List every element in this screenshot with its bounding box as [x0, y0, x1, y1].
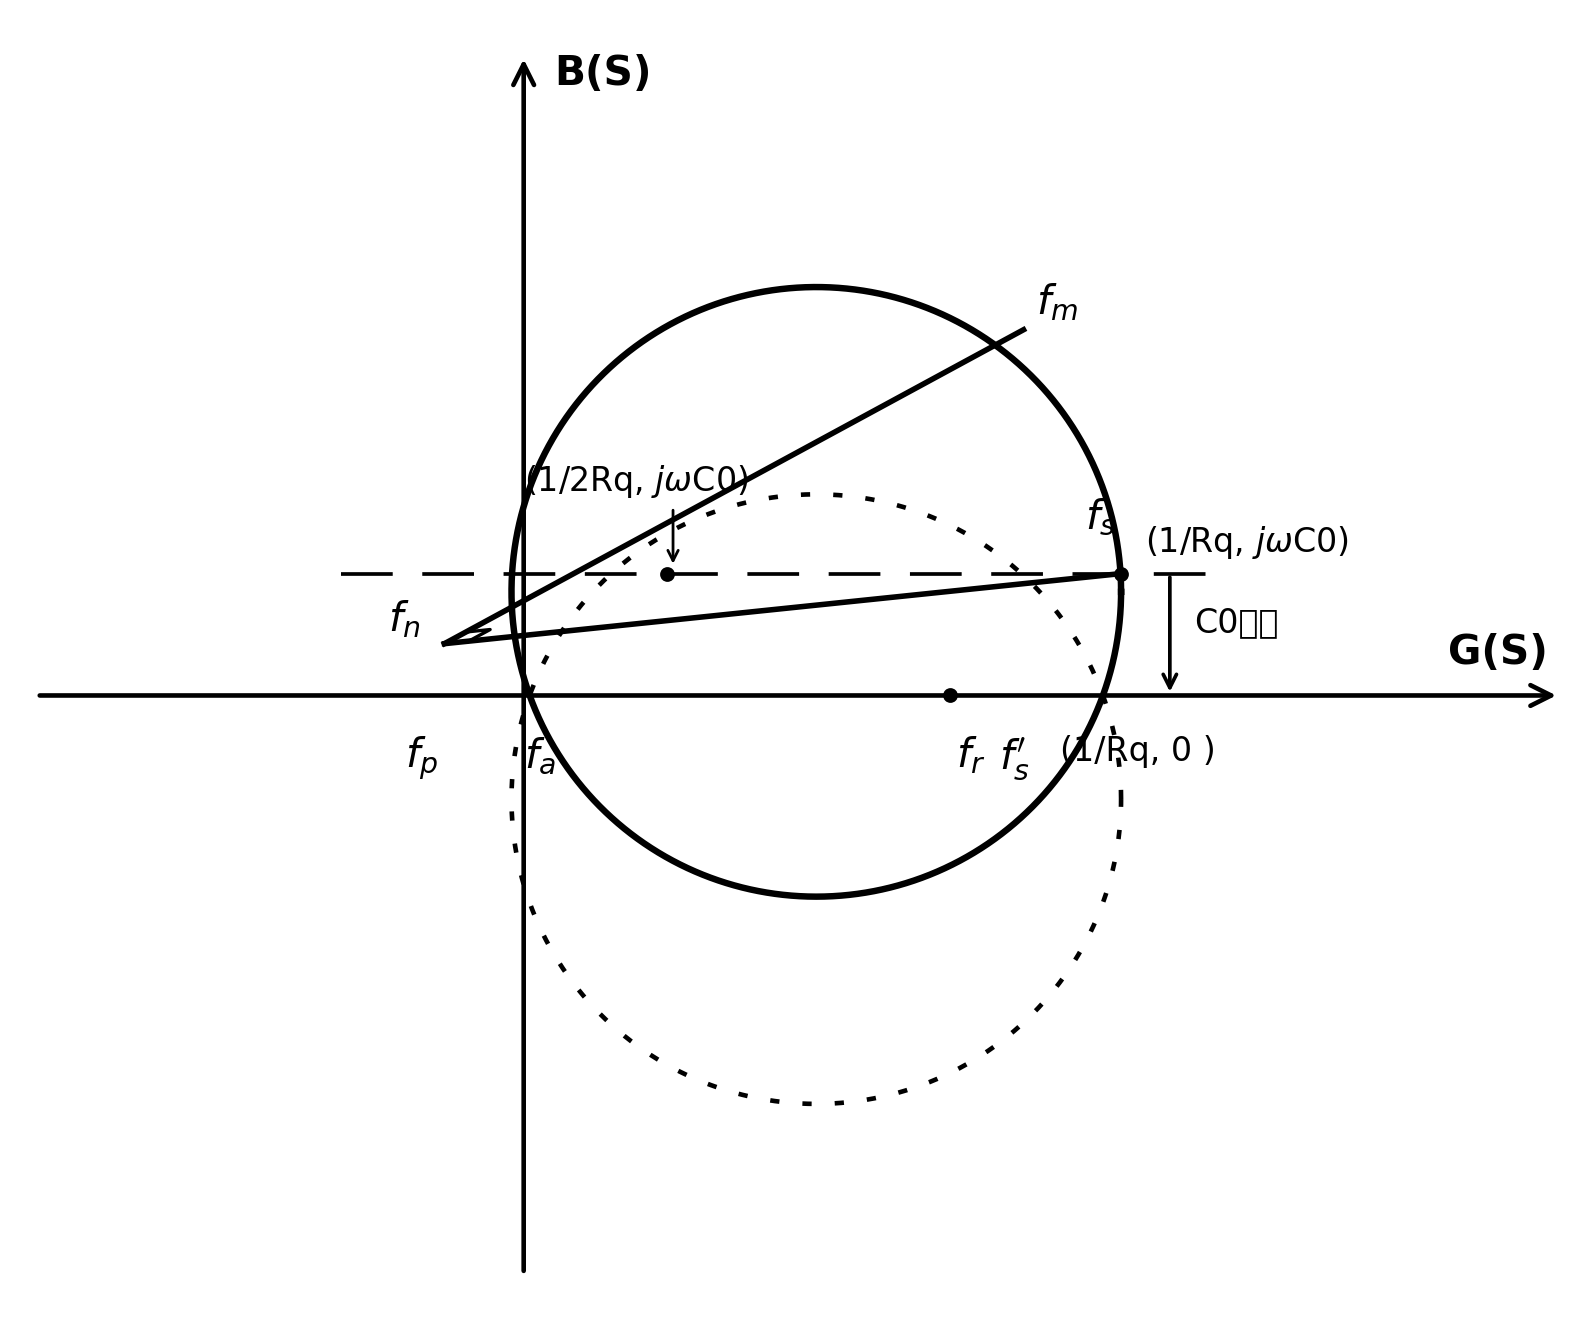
Text: C0补偿: C0补偿 [1194, 606, 1278, 638]
Text: (1/2Rq, $j\omega$C0): (1/2Rq, $j\omega$C0) [525, 463, 749, 500]
Text: $f_p$: $f_p$ [405, 735, 439, 783]
Text: $f_s$: $f_s$ [1085, 496, 1116, 537]
Text: B(S): B(S) [554, 53, 651, 93]
Text: (1/Rq, $j\omega$C0): (1/Rq, $j\omega$C0) [1146, 524, 1349, 561]
Text: $f_n$: $f_n$ [388, 598, 420, 640]
Text: G(S): G(S) [1448, 633, 1548, 673]
Text: $f_a$: $f_a$ [523, 735, 555, 775]
Text: $f_r$: $f_r$ [956, 735, 986, 777]
Text: $f_s'$: $f_s'$ [999, 735, 1029, 782]
Text: (1/Rq, 0 ): (1/Rq, 0 ) [1060, 735, 1216, 769]
Text: $f_m$: $f_m$ [1036, 282, 1077, 323]
